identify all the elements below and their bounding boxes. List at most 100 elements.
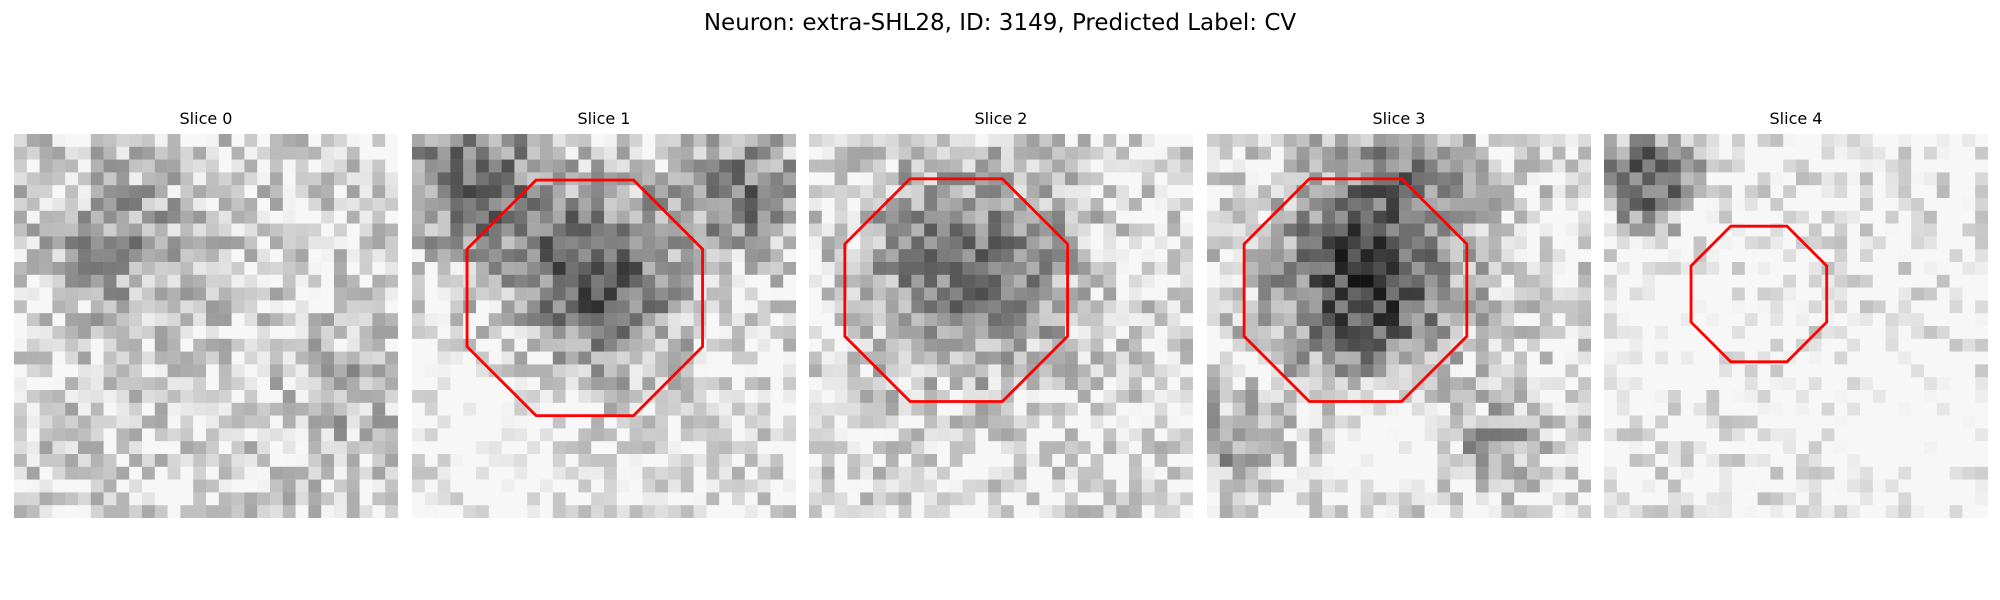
pixel-cell [1039,441,1053,455]
pixel-cell [911,198,925,212]
pixel-cell [757,492,771,506]
pixel-cell [142,364,156,378]
pixel-cell [834,479,848,493]
pixel-cell [949,326,963,340]
pixel-cell [1090,479,1104,493]
pixel-cell [1924,454,1938,468]
pixel-cell [552,210,566,224]
pixel-cell [270,172,284,186]
pixel-cell [282,300,296,314]
pixel-cell [1693,402,1707,416]
pixel-cell [244,249,258,263]
pixel-cell [1167,402,1181,416]
pixel-cell [1834,492,1848,506]
pixel-cell [78,428,92,442]
pixel-cell [116,262,130,276]
pixel-cell [142,223,156,237]
pixel-cell [1732,402,1746,416]
pixel-cell [949,134,963,148]
pixel-cell [1258,287,1272,301]
pixel-cell [1309,146,1323,160]
pixel-cell [693,428,707,442]
pixel-cell [346,198,360,212]
pixel-cell [1872,172,1886,186]
pixel-cell [193,287,207,301]
pixel-cell [488,223,502,237]
pixel-cell [334,274,348,288]
pixel-cell [821,364,835,378]
pixel-cell [1309,326,1323,340]
pixel-cell [629,249,643,263]
pixel-cell [39,210,53,224]
pixel-cell [1219,338,1233,352]
pixel-cell [629,198,643,212]
pixel-cell [744,172,758,186]
pixel-cell [719,505,733,518]
pixel-cell [1001,249,1015,263]
pixel-cell [668,300,682,314]
pixel-cell [668,185,682,199]
pixel-cell [450,479,464,493]
pixel-cell [334,441,348,455]
pixel-cell [1437,223,1451,237]
pixel-cell [488,146,502,160]
pixel-cell [949,390,963,404]
pixel-cell [1642,326,1656,340]
pixel-cell [206,274,220,288]
pixel-cell [1565,146,1579,160]
pixel-cell [1616,313,1630,327]
pixel-cell [1949,146,1963,160]
pixel-cell [1013,146,1027,160]
pixel-cell [65,249,79,263]
pixel-cell [359,505,373,518]
pixel-cell [1885,454,1899,468]
pixel-cell [1706,454,1720,468]
pixel-cell [1885,274,1899,288]
pixel-cell [1911,172,1925,186]
pixel-cell [885,466,899,480]
pixel-cell [1154,377,1168,391]
pixel-cell [14,134,28,148]
pixel-cell [372,454,386,468]
pixel-cell [372,479,386,493]
pixel-cell [1488,210,1502,224]
pixel-cell [540,428,554,442]
pixel-cell [90,287,104,301]
pixel-cell [1258,262,1272,276]
pixel-cell [1539,262,1553,276]
pixel-cell [218,249,232,263]
pixel-cell [1501,441,1515,455]
pixel-cell [1680,402,1694,416]
pixel-cell [1103,415,1117,429]
pixel-cell [873,134,887,148]
pixel-cell [218,492,232,506]
pixel-cell [142,338,156,352]
pixel-cell [1399,134,1413,148]
pixel-cell [167,146,181,160]
pixel-cell [1629,466,1643,480]
pixel-cell [1834,415,1848,429]
pixel-cell [527,198,541,212]
pixel-cell [1975,210,1988,224]
pixel-cell [142,172,156,186]
pixel-cell [450,236,464,250]
pixel-cell [783,198,796,212]
pixel-cell [1296,159,1310,173]
pixel-cell [1424,249,1438,263]
pixel-cell [744,287,758,301]
pixel-cell [295,249,309,263]
pixel-cell [629,300,643,314]
pixel-cell [1770,185,1784,199]
pixel-cell [14,402,28,416]
pixel-cell [1207,441,1221,455]
pixel-cell [604,338,618,352]
pixel-cell [1129,146,1143,160]
pixel-cell [1373,466,1387,480]
pixel-cell [1129,454,1143,468]
pixel-cell [1719,274,1733,288]
pixel-cell [1501,364,1515,378]
pixel-cell [578,185,592,199]
pixel-cell [90,274,104,288]
pixel-cell [1962,428,1976,442]
pixel-cell [1090,492,1104,506]
